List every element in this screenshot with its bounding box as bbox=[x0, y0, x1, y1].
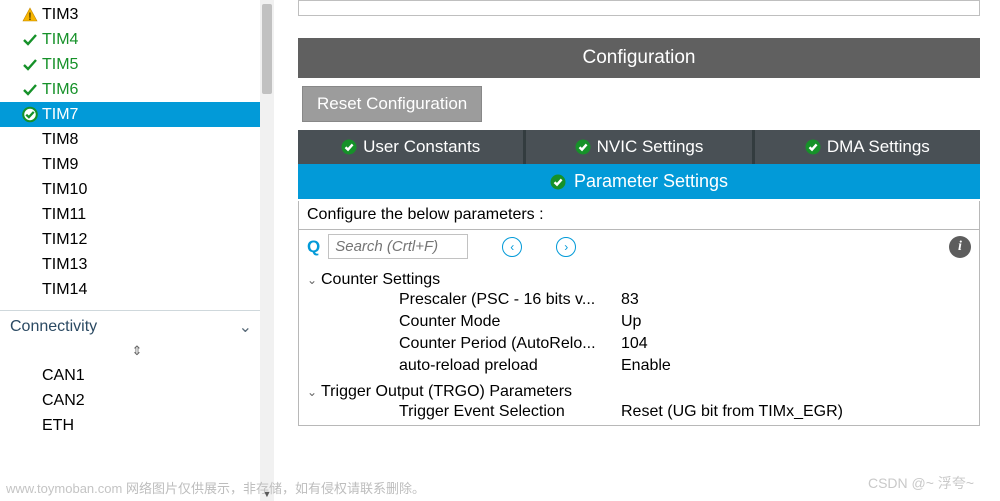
check-circle-icon bbox=[575, 139, 591, 155]
watermark-host: www.toymoban.com bbox=[6, 481, 122, 496]
sidebar-item-tim6[interactable]: TIM6 bbox=[0, 77, 274, 102]
tab-user-constants[interactable]: User Constants bbox=[298, 130, 523, 164]
check-circle-icon bbox=[550, 174, 566, 190]
sidebar-item-label: TIM5 bbox=[42, 56, 78, 74]
property-value: Enable bbox=[621, 357, 671, 375]
tab-label: DMA Settings bbox=[827, 137, 930, 157]
sidebar-item-label: TIM6 bbox=[42, 81, 78, 99]
group-counter-settings: ⌄ Counter Settings Prescaler (PSC - 16 b… bbox=[299, 267, 979, 379]
sidebar-item-can1[interactable]: CAN1 bbox=[0, 363, 274, 388]
parameter-panel: Configure the below parameters : Q ‹ › i… bbox=[298, 201, 980, 426]
info-icon[interactable]: i bbox=[949, 236, 971, 258]
search-row: Q ‹ › i bbox=[299, 230, 979, 267]
watermark-notice: 网络图片仅供展示，非存储，如有侵权请联系删除。 bbox=[126, 481, 425, 496]
property-name: Prescaler (PSC - 16 bits v... bbox=[399, 291, 621, 309]
sidebar-item-label: TIM10 bbox=[42, 181, 87, 199]
tab-label: Parameter Settings bbox=[574, 171, 728, 192]
check-icon bbox=[22, 82, 38, 98]
check-circle-icon bbox=[341, 139, 357, 155]
property-value: Reset (UG bit from TIMx_EGR) bbox=[621, 403, 843, 421]
timer-tree: ! TIM3 TIM4 TIM5 TIM6 bbox=[0, 0, 274, 302]
property-value: 83 bbox=[621, 291, 639, 309]
sidebar-item-tim4[interactable]: TIM4 bbox=[0, 27, 274, 52]
main-panel: Configuration Reset Configuration User C… bbox=[274, 0, 1000, 501]
sidebar-item-tim3[interactable]: ! TIM3 bbox=[0, 2, 274, 27]
sidebar-item-label: TIM12 bbox=[42, 231, 87, 249]
sidebar-item-label: ETH bbox=[42, 417, 74, 435]
sidebar-item-tim8[interactable]: TIM8 bbox=[0, 127, 274, 152]
scrollbar-thumb[interactable] bbox=[262, 4, 272, 94]
sidebar-item-tim10[interactable]: TIM10 bbox=[0, 177, 274, 202]
property-row[interactable]: Counter Mode Up bbox=[307, 311, 971, 333]
sidebar-item-tim12[interactable]: TIM12 bbox=[0, 227, 274, 252]
sidebar-item-label: TIM11 bbox=[42, 206, 86, 224]
sidebar-item-tim5[interactable]: TIM5 bbox=[0, 52, 274, 77]
group-trgo-parameters: ⌄ Trigger Output (TRGO) Parameters Trigg… bbox=[299, 379, 979, 425]
watermark-text: www.toymoban.com 网络图片仅供展示，非存储，如有侵权请联系删除。 bbox=[6, 478, 425, 497]
connectivity-tree: CAN1 CAN2 ETH bbox=[0, 361, 274, 438]
toolbar: Reset Configuration bbox=[292, 78, 1000, 130]
check-circle-icon bbox=[22, 107, 38, 123]
sidebar-item-label: TIM9 bbox=[42, 156, 78, 174]
next-result-button[interactable]: › bbox=[556, 237, 576, 257]
sidebar-item-eth[interactable]: ETH bbox=[0, 413, 274, 438]
check-icon bbox=[22, 57, 38, 73]
search-input[interactable] bbox=[328, 234, 468, 259]
panel-header-text: Configure the below parameters : bbox=[299, 201, 979, 230]
tab-parameter-settings[interactable]: Parameter Settings bbox=[298, 164, 980, 199]
config-tabs: User Constants NVIC Settings DMA Setting… bbox=[298, 130, 980, 164]
chevron-down-icon: ⌄ bbox=[239, 317, 252, 337]
sort-icon[interactable]: ⇕ bbox=[0, 343, 274, 361]
sidebar-item-can2[interactable]: CAN2 bbox=[0, 388, 274, 413]
property-name: Trigger Event Selection bbox=[399, 403, 621, 421]
reset-configuration-button[interactable]: Reset Configuration bbox=[302, 86, 482, 122]
sidebar-item-label: CAN1 bbox=[42, 367, 85, 385]
sidebar-item-tim14[interactable]: TIM14 bbox=[0, 277, 274, 302]
group-header[interactable]: ⌄ Counter Settings bbox=[307, 271, 971, 289]
top-panel-edge bbox=[298, 0, 980, 16]
sidebar-item-label: TIM13 bbox=[42, 256, 87, 274]
sidebar-item-tim9[interactable]: TIM9 bbox=[0, 152, 274, 177]
sidebar-item-tim7[interactable]: TIM7 bbox=[0, 102, 274, 127]
property-name: auto-reload preload bbox=[399, 357, 621, 375]
check-circle-icon bbox=[805, 139, 821, 155]
sidebar-scrollbar[interactable]: ▼ bbox=[260, 0, 274, 501]
property-name: Counter Period (AutoRelo... bbox=[399, 335, 621, 353]
property-value: 104 bbox=[621, 335, 648, 353]
sidebar-item-label: TIM14 bbox=[42, 281, 87, 299]
group-title: Counter Settings bbox=[321, 271, 440, 289]
search-icon[interactable]: Q bbox=[307, 237, 320, 257]
section-connectivity[interactable]: Connectivity ⌄ bbox=[0, 310, 274, 343]
section-label: Connectivity bbox=[10, 318, 97, 336]
group-header[interactable]: ⌄ Trigger Output (TRGO) Parameters bbox=[307, 383, 971, 401]
property-row[interactable]: Trigger Event Selection Reset (UG bit fr… bbox=[307, 401, 971, 423]
prev-result-button[interactable]: ‹ bbox=[502, 237, 522, 257]
sidebar: ! TIM3 TIM4 TIM5 TIM6 bbox=[0, 0, 274, 501]
property-row[interactable]: Prescaler (PSC - 16 bits v... 83 bbox=[307, 289, 971, 311]
sidebar-item-label: TIM8 bbox=[42, 131, 78, 149]
chevron-down-icon: ⌄ bbox=[307, 385, 319, 399]
sidebar-item-tim13[interactable]: TIM13 bbox=[0, 252, 274, 277]
group-title: Trigger Output (TRGO) Parameters bbox=[321, 383, 572, 401]
sidebar-item-tim11[interactable]: TIM11 bbox=[0, 202, 274, 227]
property-row[interactable]: auto-reload preload Enable bbox=[307, 355, 971, 377]
property-value: Up bbox=[621, 313, 641, 331]
chevron-down-icon: ⌄ bbox=[307, 273, 319, 287]
warning-icon: ! bbox=[22, 7, 38, 23]
sidebar-item-label: TIM7 bbox=[42, 106, 78, 124]
check-icon bbox=[22, 32, 38, 48]
property-row[interactable]: Counter Period (AutoRelo... 104 bbox=[307, 333, 971, 355]
property-name: Counter Mode bbox=[399, 313, 621, 331]
tab-dma-settings[interactable]: DMA Settings bbox=[755, 130, 980, 164]
csdn-watermark: CSDN @~ 浮夸~ bbox=[868, 473, 974, 493]
tab-label: NVIC Settings bbox=[597, 137, 704, 157]
svg-text:!: ! bbox=[28, 10, 32, 22]
sidebar-item-label: TIM3 bbox=[42, 6, 78, 24]
sidebar-item-label: CAN2 bbox=[42, 392, 85, 410]
tab-nvic-settings[interactable]: NVIC Settings bbox=[526, 130, 751, 164]
tab-label: User Constants bbox=[363, 137, 480, 157]
panel-title: Configuration bbox=[298, 38, 980, 78]
sidebar-item-label: TIM4 bbox=[42, 31, 78, 49]
